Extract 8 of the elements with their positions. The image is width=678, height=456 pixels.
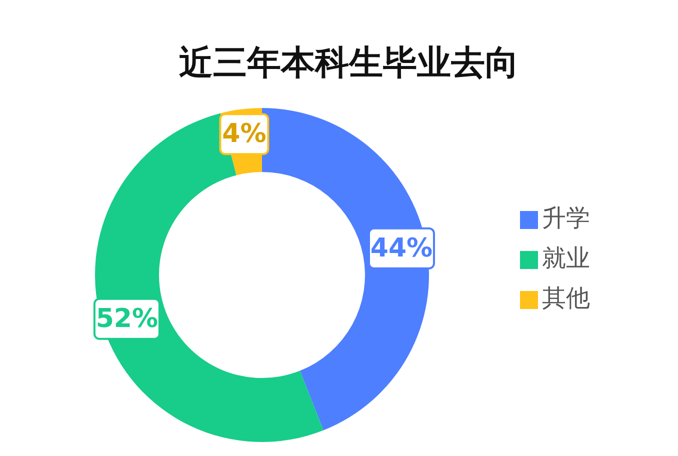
data-label: 52% [96, 304, 158, 334]
legend-label: 升学 [542, 204, 590, 232]
data-label: 4% [222, 119, 266, 150]
legend-label: 其他 [542, 284, 590, 312]
data-label: 44% [370, 233, 433, 264]
chart-title: 近三年本科生毕业去向 [178, 42, 520, 85]
legend-label: 就业 [542, 244, 590, 272]
donut-slice [95, 113, 324, 442]
